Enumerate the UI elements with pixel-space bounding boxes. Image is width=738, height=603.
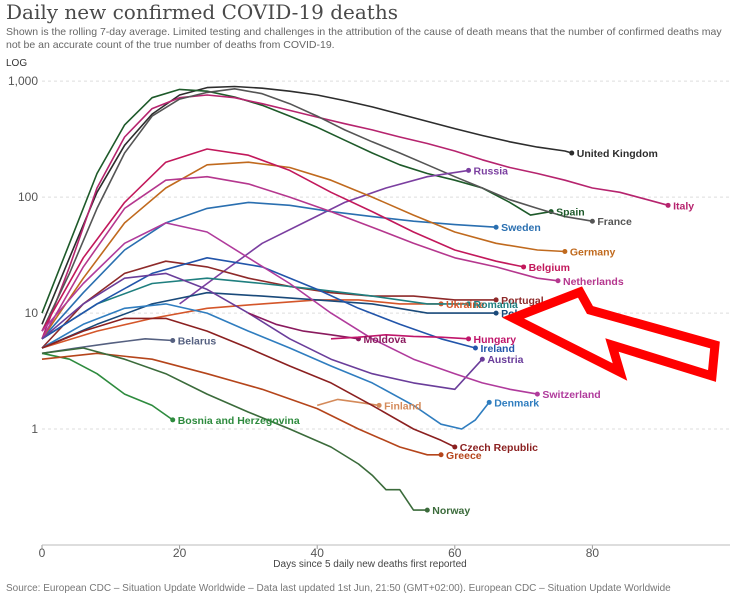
series-endpoint-bosnia-and-herzegovina — [170, 417, 176, 423]
series-line-italy[interactable] — [41, 94, 669, 340]
x-tick-label: 80 — [586, 546, 600, 560]
series-label-denmark[interactable]: Denmark — [494, 397, 539, 409]
x-tick-label: 60 — [448, 546, 462, 560]
series-label-portugal[interactable]: Portugal — [501, 295, 544, 307]
series-endpoint-switzerland — [534, 391, 540, 397]
series-endpoint-germany — [562, 248, 568, 254]
series-endpoint-united-kingdom — [569, 150, 575, 156]
series-line-romania[interactable] — [41, 277, 469, 340]
series-line-france[interactable] — [41, 88, 593, 332]
series-line-switzerland[interactable] — [41, 222, 538, 395]
y-tick-label: 10 — [25, 306, 39, 320]
series-endpoint-norway — [424, 507, 430, 513]
series-endpoint-belgium — [521, 264, 527, 270]
x-tick-label: 40 — [311, 546, 325, 560]
red-arrow-shape — [501, 286, 720, 382]
series-label-spain[interactable]: Spain — [556, 207, 585, 219]
series-line-netherlands[interactable] — [41, 175, 559, 340]
series-line-spain[interactable] — [41, 88, 552, 314]
series-endpoint-romania — [466, 301, 472, 307]
chart-title: Daily new confirmed COVID-19 deaths — [6, 0, 398, 24]
series-line-czech-republic[interactable] — [41, 317, 456, 448]
series-label-greece[interactable]: Greece — [446, 450, 482, 462]
grid-lines — [41, 80, 730, 549]
series-endpoint-poland — [493, 310, 499, 316]
red-arrow-annotation — [501, 286, 720, 382]
series-line-portugal[interactable] — [41, 260, 497, 349]
series-line-bosnia-and-herzegovina[interactable] — [41, 352, 174, 421]
log-scale-toggle[interactable]: LOG — [6, 58, 28, 69]
series-endpoint-hungary — [466, 336, 472, 342]
y-tick-label: 1,000 — [8, 74, 38, 88]
series-label-belarus[interactable]: Belarus — [178, 336, 217, 348]
series-lines — [41, 85, 671, 513]
series-label-norway[interactable]: Norway — [432, 505, 470, 517]
series-endpoint-netherlands — [555, 278, 561, 284]
series-labels: United Kingdom Spain Italy France Russia Swed… — [178, 148, 695, 517]
series-endpoint-france — [589, 218, 595, 224]
series-line-germany[interactable] — [41, 161, 565, 340]
series-label-austria[interactable]: Austria — [487, 354, 523, 366]
series-line-poland[interactable] — [41, 291, 497, 349]
series-line-ukraine[interactable] — [41, 299, 441, 349]
y-tick-label: 100 — [18, 190, 38, 204]
series-line-russia[interactable] — [179, 169, 469, 305]
series-endpoint-sweden — [493, 224, 499, 230]
series-label-sweden[interactable]: Sweden — [501, 222, 541, 234]
series-endpoint-czech-republic — [452, 444, 458, 450]
x-tick-label: 20 — [173, 546, 187, 560]
series-line-belgium[interactable] — [41, 148, 524, 332]
series-label-ireland[interactable]: Ireland — [480, 343, 514, 355]
series-label-moldova[interactable]: Moldova — [363, 334, 406, 346]
axis-ticks: 1 10 100 1,000 0 20 40 60 80 — [8, 74, 599, 560]
series-label-ukraine[interactable]: Ukraine — [446, 299, 485, 311]
series-label-romania[interactable]: Romania — [474, 299, 519, 311]
chart-subtitle: Shown is the rolling 7-day average. Limi… — [6, 26, 722, 51]
series-label-germany[interactable]: Germany — [570, 246, 616, 258]
series-line-ireland[interactable] — [41, 256, 476, 349]
series-line-sweden[interactable] — [41, 201, 497, 340]
series-label-italy[interactable]: Italy — [673, 200, 694, 212]
series-endpoint-ireland — [472, 345, 478, 351]
series-label-hungary[interactable]: Hungary — [474, 334, 517, 346]
x-tick-label: 0 — [39, 546, 46, 560]
series-endpoint-denmark — [486, 399, 492, 405]
source-footnote: Source: European CDC – Situation Update … — [6, 583, 671, 594]
y-tick-label: 1 — [31, 422, 38, 436]
series-label-netherlands[interactable]: Netherlands — [563, 276, 624, 288]
series-label-russia[interactable]: Russia — [474, 165, 509, 177]
series-label-france[interactable]: France — [597, 216, 632, 228]
series-endpoint-belarus — [170, 338, 176, 344]
series-label-belgium[interactable]: Belgium — [529, 262, 570, 274]
series-line-hungary[interactable] — [330, 333, 469, 340]
series-line-norway[interactable] — [41, 347, 428, 511]
series-label-bosnia-and-herzegovina[interactable]: Bosnia and Herzegovina — [178, 415, 300, 427]
series-endpoint-italy — [665, 202, 671, 208]
series-line-moldova[interactable] — [248, 312, 359, 340]
series-line-united-kingdom[interactable] — [41, 85, 573, 325]
x-axis-title: Days since 5 daily new deaths first repo… — [273, 559, 466, 570]
series-endpoint-portugal — [493, 297, 499, 303]
series-endpoint-austria — [479, 356, 485, 362]
series-label-czech-republic[interactable]: Czech Republic — [460, 442, 538, 454]
series-endpoint-greece — [438, 452, 444, 458]
series-line-denmark[interactable] — [41, 303, 490, 430]
series-endpoint-russia — [466, 167, 472, 173]
series-label-finland[interactable]: Finland — [384, 400, 421, 412]
series-label-united-kingdom[interactable]: United Kingdom — [577, 148, 658, 160]
series-line-austria[interactable] — [41, 272, 483, 391]
series-label-switzerland[interactable]: Switzerland — [542, 389, 600, 401]
series-endpoint-finland — [376, 402, 382, 408]
series-line-greece[interactable] — [41, 352, 441, 456]
